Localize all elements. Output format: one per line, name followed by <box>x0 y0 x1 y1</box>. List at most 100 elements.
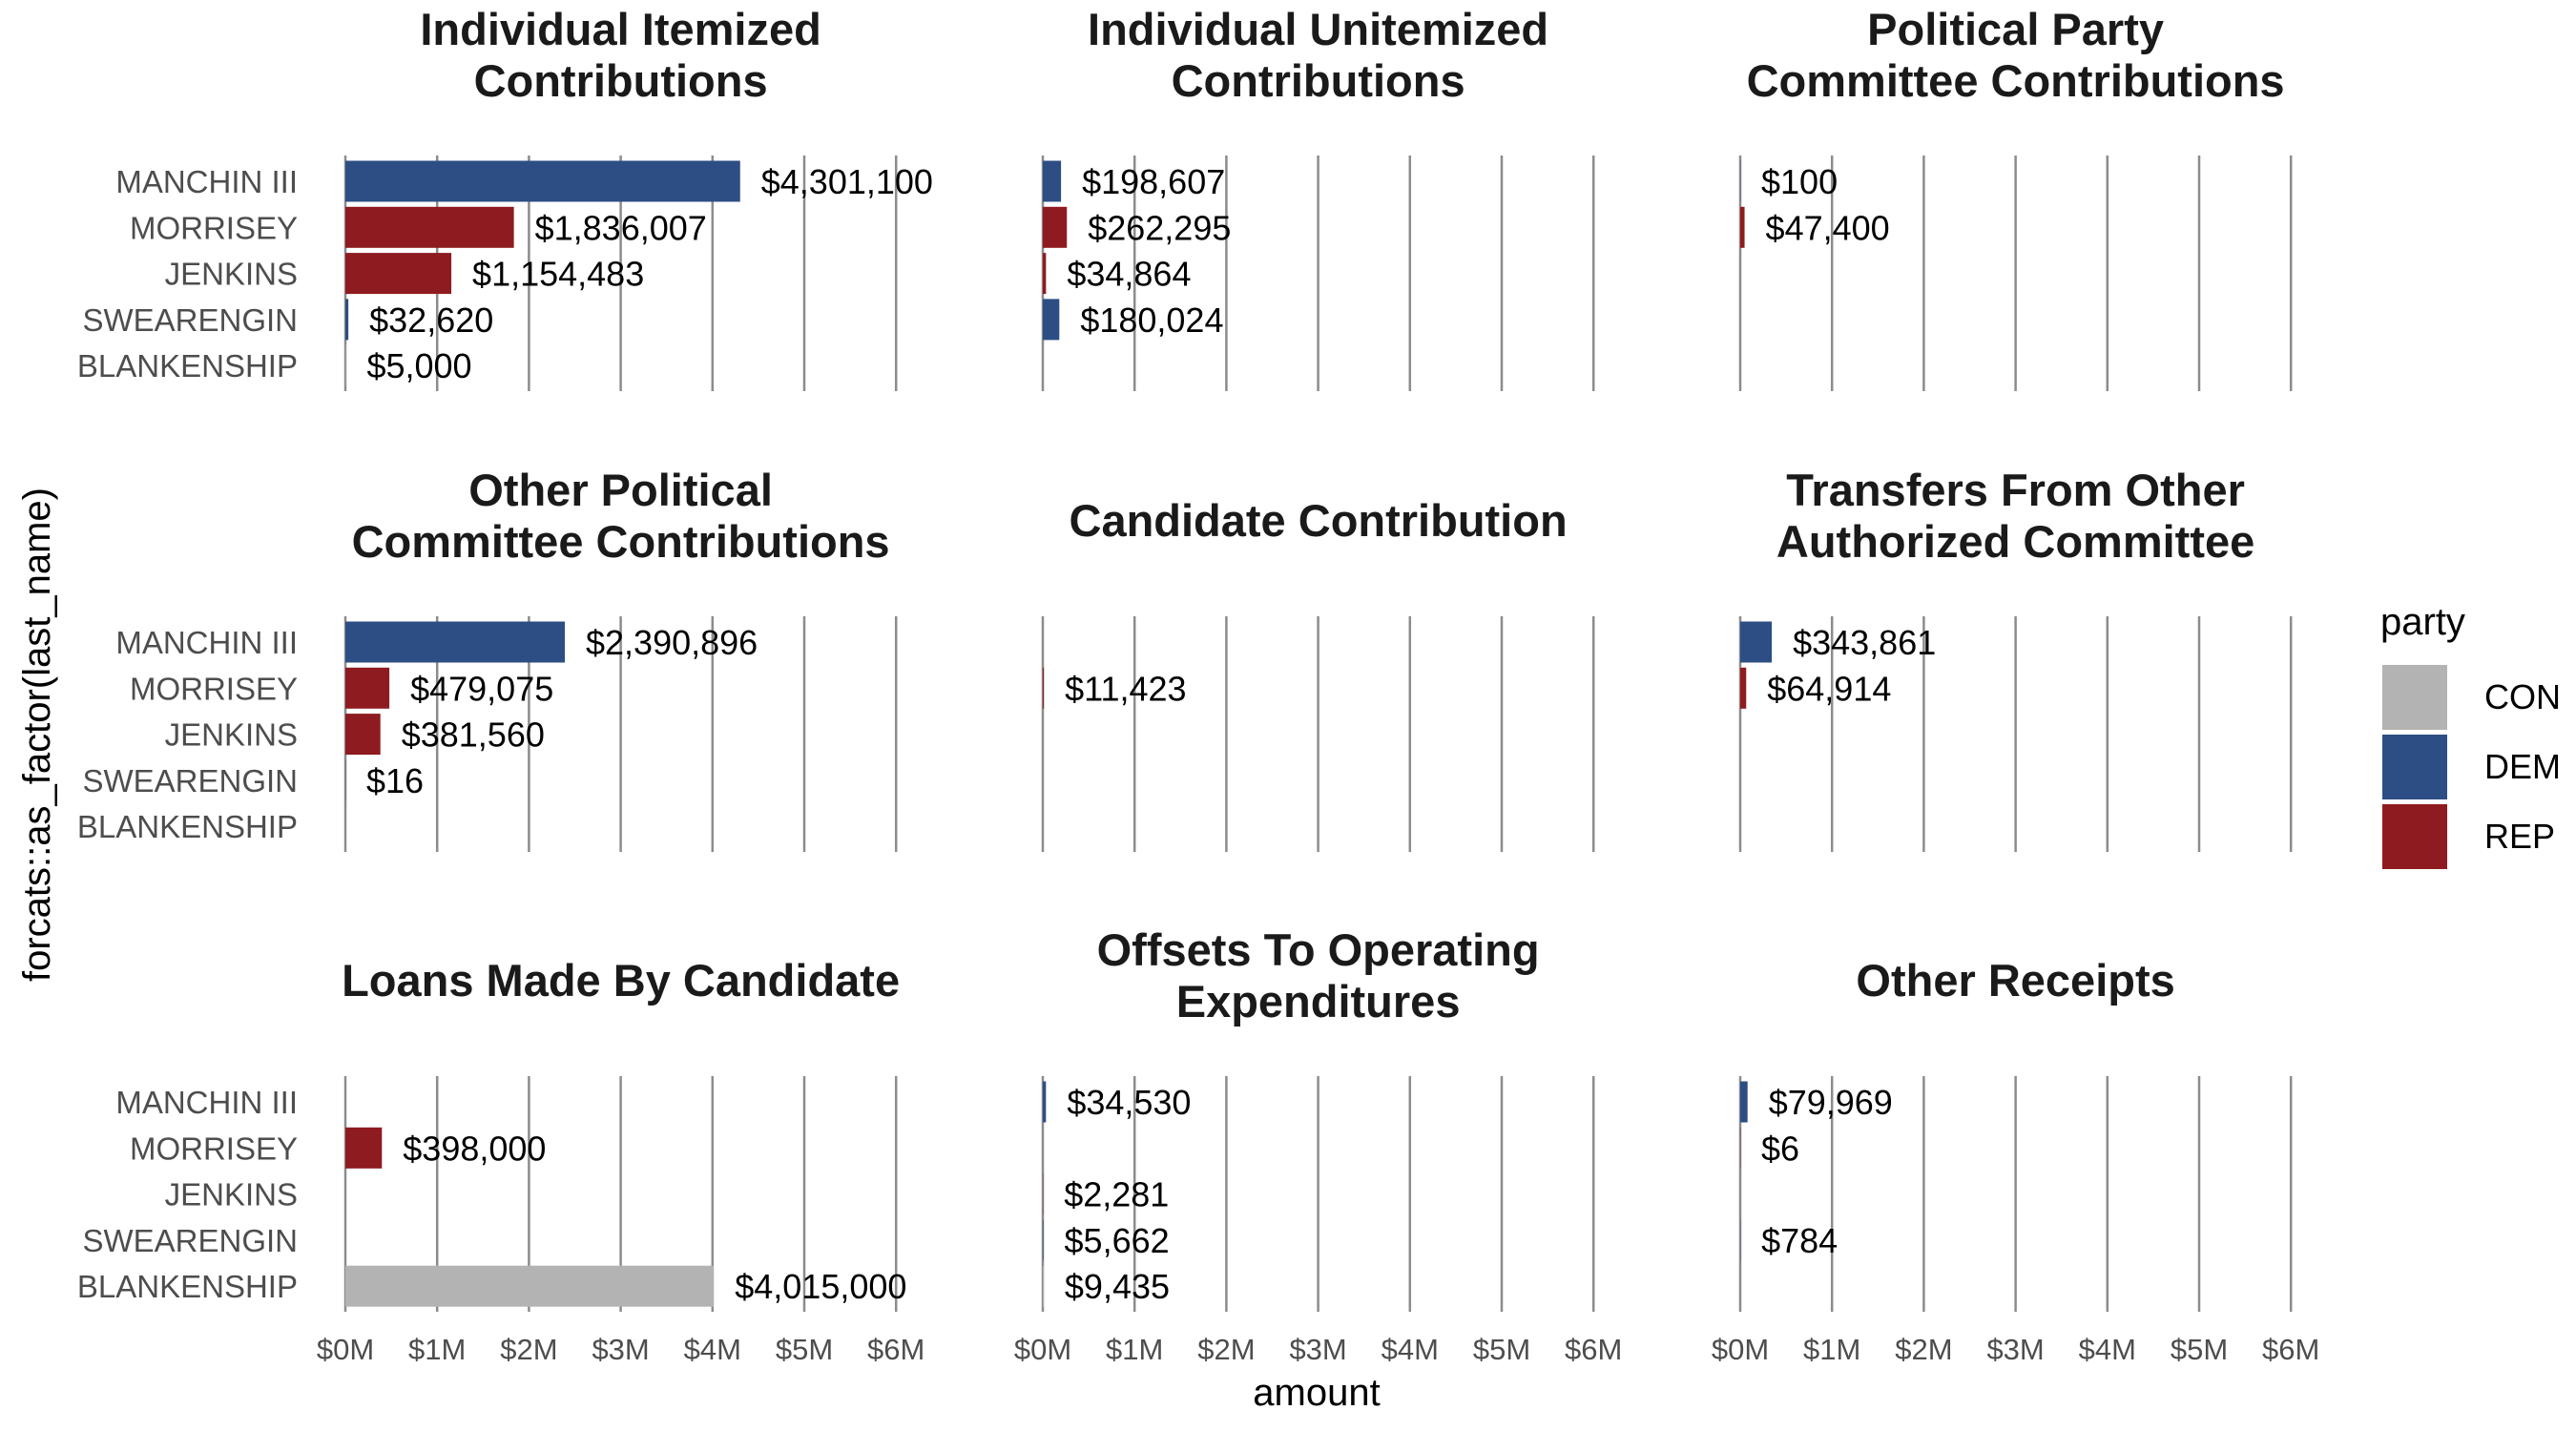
bar <box>1043 299 1060 341</box>
category-label: MANCHIN III <box>115 164 298 199</box>
category-label: SWEARENGIN <box>82 1223 298 1258</box>
bar-value-label: $32,620 <box>369 301 493 340</box>
category-label: MANCHIN III <box>115 1085 298 1120</box>
bar <box>345 253 452 295</box>
bar-value-label: $64,914 <box>1767 669 1891 708</box>
category-label: MORRISEY <box>130 210 298 245</box>
panel-title: Political Party <box>1867 4 2164 54</box>
x-tick-label: $0M <box>317 1333 374 1366</box>
bar-value-label: $79,969 <box>1769 1083 1893 1122</box>
panel-title: Transfers From Other <box>1786 465 2245 515</box>
panel: Loans Made By Candidate MANCHIN III MORRIS… <box>77 955 924 1366</box>
bar-value-label: $9,435 <box>1065 1267 1170 1306</box>
legend-label: CON <box>2484 677 2561 716</box>
category-label: JENKINS <box>165 257 298 292</box>
bar-value-label: $381,560 <box>402 716 545 755</box>
x-tick-label: $6M <box>1565 1333 1622 1366</box>
x-tick-label: $6M <box>2262 1333 2319 1366</box>
legend-swatch <box>2382 804 2447 869</box>
bar <box>345 299 349 341</box>
panel-title: Individual Unitemized <box>1088 4 1548 54</box>
panel-title: Expenditures <box>1176 976 1461 1027</box>
bar-value-label: $2,390,896 <box>586 623 758 662</box>
x-tick-label: $3M <box>1289 1333 1346 1366</box>
bar-value-label: $2,281 <box>1064 1175 1169 1214</box>
x-tick-label: $4M <box>2079 1333 2136 1366</box>
category-label: MORRISEY <box>130 671 298 706</box>
legend-label: REP <box>2484 817 2555 856</box>
bar <box>345 160 740 202</box>
panel-title: Contributions <box>1172 55 1465 106</box>
x-tick-label: $3M <box>592 1333 649 1366</box>
bar <box>1740 667 1747 709</box>
bar <box>1043 253 1047 295</box>
legend-swatch <box>2382 735 2447 799</box>
bar <box>345 206 514 248</box>
bar-value-label: $4,301,100 <box>761 162 933 201</box>
bar-value-label: $343,861 <box>1793 623 1936 662</box>
panel-title: Other Political <box>468 465 773 515</box>
bar-value-label: $4,015,000 <box>735 1267 906 1306</box>
panel-title: Committee Contributions <box>1747 55 2285 106</box>
bar-value-label: $5,662 <box>1065 1221 1170 1260</box>
x-tick-label: $1M <box>1106 1333 1163 1366</box>
x-tick-label: $6M <box>867 1333 924 1366</box>
bar-value-label: $5,000 <box>366 346 471 385</box>
x-tick-label: $2M <box>1895 1333 1952 1366</box>
bar-value-label: $100 <box>1761 162 1838 201</box>
category-label: BLANKENSHIP <box>77 348 298 384</box>
bar-value-label: $11,423 <box>1065 669 1186 708</box>
category-label: MANCHIN III <box>115 625 298 660</box>
bar-value-label: $262,295 <box>1088 208 1231 247</box>
bar <box>345 1127 383 1169</box>
bar <box>1043 1219 1044 1261</box>
bar-value-label: $6 <box>1761 1129 1799 1168</box>
bar <box>1043 667 1045 709</box>
panel: Other Receipts $79,969 $6 $784 $0M $1M $2M $3M $… <box>1712 955 2320 1366</box>
bar <box>1740 621 1773 663</box>
legend-title: party <box>2380 601 2465 643</box>
bar <box>1043 1081 1047 1123</box>
bar-value-label: $34,530 <box>1067 1083 1191 1122</box>
category-label: SWEARENGIN <box>82 763 298 798</box>
legend-swatch <box>2382 665 2447 730</box>
panel-title: Individual Itemized <box>420 4 821 54</box>
panel-title: Loans Made By Candidate <box>342 955 900 1006</box>
bar <box>345 1265 715 1307</box>
bar-value-label: $34,864 <box>1067 255 1191 294</box>
legend-label: DEM <box>2484 747 2561 786</box>
x-tick-label: $1M <box>408 1333 466 1366</box>
panel-title: Contributions <box>474 55 768 106</box>
bar-value-label: $784 <box>1761 1221 1838 1260</box>
chart-panels: Individual ItemizedContributionsMANCHIN … <box>77 4 2319 1366</box>
bar <box>345 714 381 756</box>
bar-value-label: $198,607 <box>1082 162 1225 201</box>
x-tick-label: $5M <box>2171 1333 2228 1366</box>
bar-value-label: $1,154,483 <box>472 255 644 294</box>
panel-title: Offsets To Operating <box>1097 924 1540 975</box>
category-label: SWEARENGIN <box>82 302 298 338</box>
panel-title: Candidate Contribution <box>1070 495 1568 546</box>
bar-value-label: $47,400 <box>1766 208 1890 247</box>
x-axis-title: amount <box>1253 1372 1380 1414</box>
bar <box>345 621 566 663</box>
bar-value-label: $398,000 <box>403 1129 546 1168</box>
bar <box>1043 160 1062 202</box>
x-tick-label: $4M <box>684 1333 741 1366</box>
x-tick-label: $2M <box>1197 1333 1255 1366</box>
category-label: JENKINS <box>165 717 298 753</box>
x-tick-label: $4M <box>1381 1333 1439 1366</box>
x-tick-label: $0M <box>1712 1333 1769 1366</box>
legend-items: CON DEM REP <box>2382 665 2561 869</box>
panel: Candidate Contribution $11,423 <box>1041 495 1595 852</box>
bar-value-label: $180,024 <box>1080 301 1223 340</box>
category-label: BLANKENSHIP <box>77 809 298 844</box>
bar <box>1043 1265 1044 1307</box>
x-tick-label: $1M <box>1803 1333 1860 1366</box>
